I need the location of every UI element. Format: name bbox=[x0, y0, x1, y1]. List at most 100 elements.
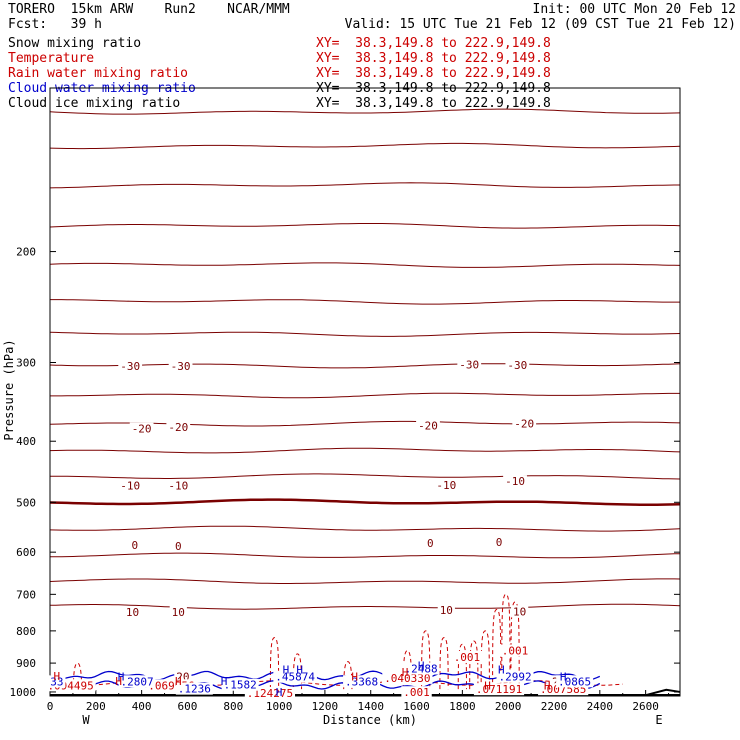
rain-water-label: .001 bbox=[454, 651, 481, 664]
y-tick-label: 800 bbox=[16, 625, 36, 638]
cloud-water-label: 33 bbox=[50, 675, 63, 688]
cloud-water-label-bg bbox=[175, 682, 213, 695]
rain-water-label: .040330 bbox=[384, 672, 430, 685]
plot-frame bbox=[49, 87, 681, 697]
isotherm-label: -10 bbox=[505, 475, 525, 488]
isotherm-label: 0 bbox=[427, 537, 434, 550]
rain-water-contour bbox=[457, 643, 467, 690]
x-tick-label: 2200 bbox=[541, 700, 568, 713]
cloud-water-label: .45874 bbox=[275, 671, 315, 684]
y-tick-label: 200 bbox=[16, 246, 36, 259]
cloud-water-label: .1582 bbox=[224, 679, 257, 692]
isotherm-label: -10 bbox=[436, 479, 456, 492]
extremum-high-label: H bbox=[175, 675, 182, 688]
extremum-high-label: H bbox=[402, 666, 409, 679]
contour-layer bbox=[49, 108, 681, 690]
isotherm-label-bg bbox=[172, 540, 184, 553]
cloud-water-label-bg bbox=[118, 675, 156, 688]
isotherm-line bbox=[49, 262, 681, 268]
isotherm-label-bg bbox=[129, 422, 154, 435]
isotherm-label-bg bbox=[424, 536, 436, 549]
isotherm-line bbox=[50, 473, 681, 480]
extremum-high-label: H bbox=[484, 679, 491, 692]
cloud-water-label-bg bbox=[343, 675, 381, 688]
extremum-high-label: H bbox=[283, 664, 290, 677]
isotherm-label-bg bbox=[505, 359, 530, 372]
isotherm-line bbox=[49, 498, 681, 506]
y-tick-label: 400 bbox=[16, 435, 36, 448]
rain-water-contour bbox=[469, 640, 479, 690]
y-tick-label: 300 bbox=[16, 357, 36, 370]
forecast-hour: Fcst: 39 h bbox=[8, 17, 102, 32]
isotherm-label-bg bbox=[457, 358, 482, 371]
isotherm-line bbox=[49, 447, 681, 454]
isotherm-label: -30 bbox=[120, 360, 140, 373]
isotherm-label: 10 bbox=[440, 604, 453, 617]
rain-water-label-bg bbox=[473, 683, 525, 696]
isotherm-label: 0 bbox=[175, 540, 182, 553]
rain-water-contour bbox=[269, 637, 280, 690]
rain-water-label: .001 bbox=[403, 686, 430, 699]
isotherm-line bbox=[49, 223, 681, 229]
x-axis-east-label: E bbox=[655, 713, 662, 727]
isotherm-label: 10 bbox=[513, 605, 526, 618]
isotherm-label-bg bbox=[168, 360, 193, 373]
rain-water-label-bg bbox=[382, 671, 433, 684]
isotherm-line bbox=[50, 552, 681, 559]
cloud-water-label-bg bbox=[496, 670, 534, 683]
y-tick-label: 900 bbox=[16, 657, 36, 670]
isotherm-label-bg bbox=[118, 360, 143, 373]
isotherm-line bbox=[49, 603, 681, 610]
field-label-snow: Snow mixing ratio bbox=[8, 36, 142, 51]
cloud-water-label: .3368 bbox=[345, 675, 378, 688]
x-axis-west-label: W bbox=[82, 713, 90, 727]
x-tick-label: 600 bbox=[178, 700, 198, 713]
isotherm-label: 0 bbox=[496, 536, 503, 549]
isotherm-label-bg bbox=[511, 605, 529, 618]
rain-water-label-bg bbox=[499, 644, 531, 657]
x-tick-label: 200 bbox=[86, 700, 106, 713]
isotherm-line bbox=[50, 392, 680, 399]
isotherm-label: -20 bbox=[418, 420, 438, 433]
isotherm-line bbox=[49, 108, 681, 115]
isotherm-line bbox=[49, 525, 681, 532]
field-label-temperature: Temperature bbox=[8, 51, 95, 66]
isotherm-label: -20 bbox=[514, 418, 534, 431]
cloud-water-label: .0865 bbox=[558, 675, 591, 688]
isotherm-label-bg bbox=[493, 535, 505, 548]
contour-label-layer: -30 -30 -30 -30 -20 -20 -20 -20 -10 -10 -10 -10 0 0 0 0… bbox=[45, 358, 594, 700]
terrain-line bbox=[645, 688, 681, 697]
rain-water-label-bg bbox=[401, 686, 432, 699]
init-time: Init: 00 UTC Mon 20 Feb 12 bbox=[532, 2, 737, 17]
cloud-water-label: .2488 bbox=[405, 663, 438, 676]
isotherm-label: -30 bbox=[171, 360, 191, 373]
y-axis-title: Pressure (hPa) bbox=[2, 339, 16, 440]
isotherm-label: -20 bbox=[132, 423, 152, 436]
isotherm-label-bg bbox=[503, 475, 527, 488]
isotherm-label: -10 bbox=[168, 479, 188, 492]
extremum-high-label: H bbox=[351, 671, 358, 684]
isotherm-label-bg bbox=[434, 478, 459, 491]
isotherm-label: 10 bbox=[172, 606, 185, 619]
isotherm-label-bg bbox=[123, 606, 142, 619]
y-tick-label: 1000 bbox=[10, 686, 37, 699]
rain-water-contour bbox=[492, 609, 502, 690]
isotherm-line bbox=[49, 420, 681, 427]
valid-time: Valid: 15 UTC Tue 21 Feb 12 (09 CST Tue … bbox=[344, 17, 736, 32]
extremum-high-label: H bbox=[54, 670, 61, 683]
isotherm-label-bg bbox=[129, 538, 141, 551]
isotherm-label: -30 bbox=[507, 359, 527, 372]
rain-water-contour bbox=[510, 601, 520, 690]
x-tick-label: 400 bbox=[132, 700, 152, 713]
rain-water-label: .001 bbox=[502, 645, 529, 658]
x-tick-label: 1800 bbox=[449, 700, 476, 713]
y-tick-label: 500 bbox=[16, 496, 36, 509]
cloud-water-label: .1236 bbox=[178, 683, 211, 696]
isotherm-line bbox=[49, 182, 680, 189]
isotherm-line bbox=[49, 578, 681, 584]
x-tick-label: 1600 bbox=[403, 700, 430, 713]
cloud-water-label-bg bbox=[48, 675, 66, 688]
field-xy-cloud-ice: XY= 38.3,149.8 to 222.9,149.8 bbox=[316, 96, 551, 111]
